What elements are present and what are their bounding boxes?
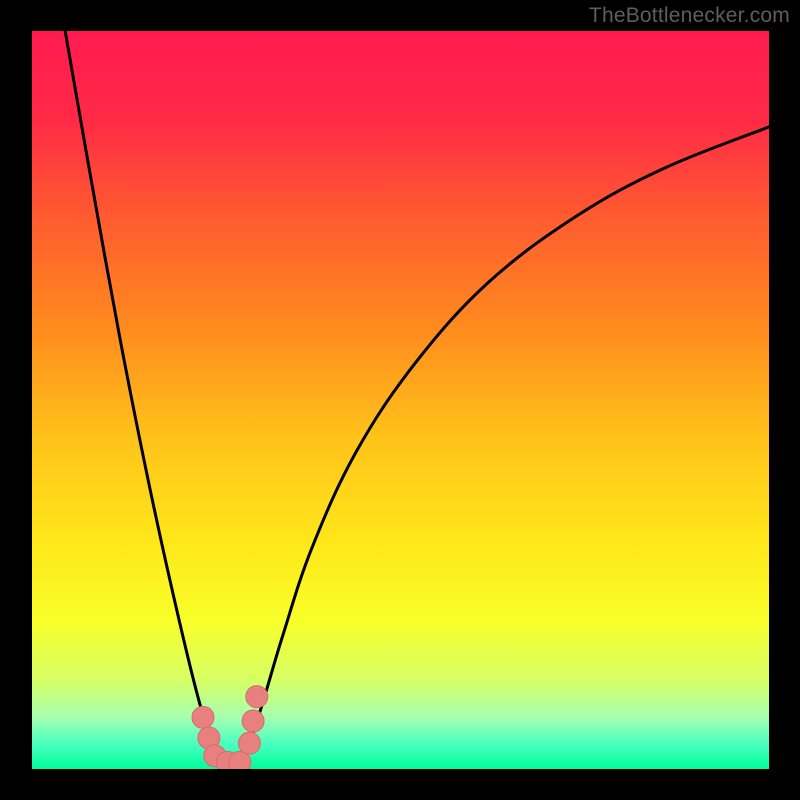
plot-background [32,31,769,769]
bottleneck-chart [0,0,800,800]
sample-marker [238,732,260,754]
chart-container: TheBottlenecker.com [0,0,800,800]
sample-marker [246,686,268,708]
watermark-text: TheBottlenecker.com [589,4,790,28]
sample-marker [192,706,214,728]
sample-marker [242,710,264,732]
